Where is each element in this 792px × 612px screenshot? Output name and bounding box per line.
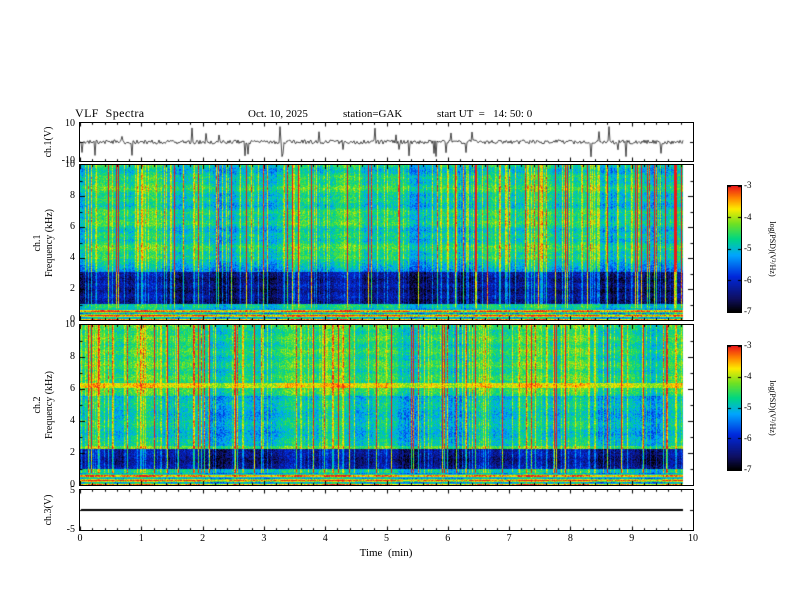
ch1-spectrogram-panel <box>79 164 694 321</box>
ch1-waveform-canvas <box>80 123 693 161</box>
colorbar1-tick-label: -7 <box>744 306 752 316</box>
ch2-spec-y-tick-label: 2 <box>70 447 75 458</box>
ch3-waveform-panel <box>79 489 694 531</box>
ch1-voltage-axis-label: ch.1(V) <box>43 126 54 158</box>
ch3-voltage-axis-label: ch.3(V) <box>43 494 54 526</box>
time-axis-label: Time (min) <box>359 547 413 559</box>
ch1-waveform-panel <box>79 122 694 162</box>
x-tick-label: 2 <box>200 533 206 544</box>
figure-title: VLF Spectra <box>75 106 145 120</box>
ch2-spectrogram-canvas <box>80 325 693 485</box>
x-tick-label: 3 <box>261 533 267 544</box>
colorbar2-tick-label: -6 <box>744 433 752 443</box>
ch1-spec-y-tick-label: 2 <box>70 283 75 294</box>
colorbar1-tick-label: -3 <box>744 180 752 190</box>
colorbar1-tick-label: -5 <box>744 243 752 253</box>
ch3-wave-y-tick-label: -5 <box>66 524 75 535</box>
x-tick-label: 6 <box>445 533 451 544</box>
colorbar2-label: log(PSD)(V²/Hz) <box>767 380 777 436</box>
ch1-frequency-axis-label: ch.1 Frequency (kHz) <box>32 209 56 277</box>
ch1-spec-y-tick-label: 8 <box>70 190 75 201</box>
ch2-colorbar-canvas <box>728 346 741 470</box>
header-station: station=GAK <box>343 108 403 120</box>
ch2-label-line: ch.2 <box>32 396 43 414</box>
x-tick-label: 8 <box>567 533 573 544</box>
ch2-frequency-label-line: Frequency (kHz) <box>44 370 55 440</box>
colorbar2-tick-label: -4 <box>744 371 752 381</box>
ch1-wave-y-tick-label: 10 <box>65 118 75 129</box>
ch2-spec-y-tick-label: 8 <box>70 351 75 362</box>
x-tick-label: 7 <box>506 533 512 544</box>
ch2-spec-y-tick-label: 0 <box>70 479 75 490</box>
x-tick-label: 1 <box>138 533 144 544</box>
colorbar2-tick-label: -5 <box>744 402 752 412</box>
colorbar1-tick-label: -6 <box>744 274 752 285</box>
ch3-waveform-canvas <box>80 490 693 530</box>
ch2-spec-y-tick-label: 10 <box>65 319 75 330</box>
ch1-frequency-label-line: Frequency (kHz) <box>44 208 55 278</box>
colorbar2-tick-label: -3 <box>744 340 752 350</box>
x-tick-label: 9 <box>629 533 635 544</box>
ch2-frequency-axis-label: ch.2 Frequency (kHz) <box>32 371 56 439</box>
ch1-colorbar <box>727 185 742 313</box>
ch1-spec-y-tick-label: 6 <box>70 221 75 232</box>
ch1-colorbar-canvas <box>728 186 741 312</box>
colorbar1-label: log(PSD)(V²/Hz) <box>767 221 777 277</box>
ch2-spec-y-tick-label: 6 <box>70 383 75 394</box>
x-tick-label: 4 <box>322 533 328 544</box>
x-tick-label: 10 <box>688 533 698 544</box>
ch2-spec-y-tick-label: 4 <box>70 415 75 426</box>
header-date: Oct. 10, 2025 <box>248 108 308 120</box>
ch1-label-line: ch.1 <box>32 234 43 252</box>
ch3-wave-y-tick-label: 5 <box>70 485 75 496</box>
ch1-spectrogram-canvas <box>80 165 693 320</box>
x-tick-label: 0 <box>77 533 83 544</box>
ch1-spec-y-tick-label: 0 <box>70 314 75 325</box>
ch2-colorbar <box>727 345 742 471</box>
ch1-spec-y-tick-label: 10 <box>65 159 75 170</box>
ch1-wave-y-tick-label: -10 <box>61 155 75 166</box>
x-tick-label: 5 <box>384 533 389 544</box>
header-start-ut: start UT = 14: 50: 0 <box>437 108 533 120</box>
ch1-spec-y-tick-label: 4 <box>70 252 75 263</box>
ch2-spectrogram-panel <box>79 324 694 486</box>
colorbar1-tick-label: -4 <box>744 211 752 222</box>
colorbar2-tick-label: -7 <box>744 464 752 474</box>
